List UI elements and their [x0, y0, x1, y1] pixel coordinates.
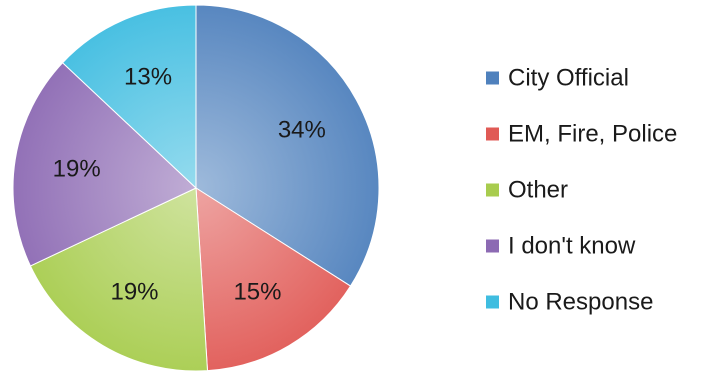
legend-label-other: Other — [508, 177, 568, 204]
pie-slice-no-response — [61, 4, 197, 190]
legend-swatch-em-fire-police — [486, 127, 499, 141]
legend-item-i-don-t-know: I don't know — [486, 233, 636, 260]
data-label-no-response: 13% — [124, 64, 172, 91]
pie-slice-other — [29, 187, 209, 372]
legend-swatch-i-don-t-know — [486, 239, 499, 253]
pie-data-labels: 34% 15% 19% 19% 13% — [53, 64, 326, 306]
legend: City Official EM, Fire, Police Other I don'… — [486, 65, 677, 316]
legend-item-city-official: City Official — [486, 65, 629, 92]
legend-label-no-response: No Response — [508, 289, 653, 316]
legend-item-other: Other — [486, 177, 568, 204]
legend-item-em-fire-police: EM, Fire, Police — [486, 121, 677, 148]
legend-label-em-fire-police: EM, Fire, Police — [508, 121, 677, 148]
legend-item-no-response: No Response — [486, 289, 653, 316]
legend-swatch-city-official — [486, 71, 499, 85]
pie-slice-em-fire-police — [195, 187, 352, 372]
legend-swatch-no-response — [486, 295, 499, 309]
pie-slice-i-don-t-know — [12, 62, 197, 267]
legend-label-i-don-t-know: I don't know — [508, 233, 636, 260]
pie-slices — [12, 4, 380, 372]
data-label-city-official: 34% — [278, 116, 326, 143]
pie-slice-city-official — [195, 4, 380, 287]
data-label-i-don-t-know: 19% — [53, 156, 101, 183]
data-label-other: 19% — [110, 278, 158, 305]
data-label-em-fire-police: 15% — [233, 278, 281, 305]
legend-label-city-official: City Official — [508, 65, 629, 92]
legend-swatch-other — [486, 183, 499, 197]
